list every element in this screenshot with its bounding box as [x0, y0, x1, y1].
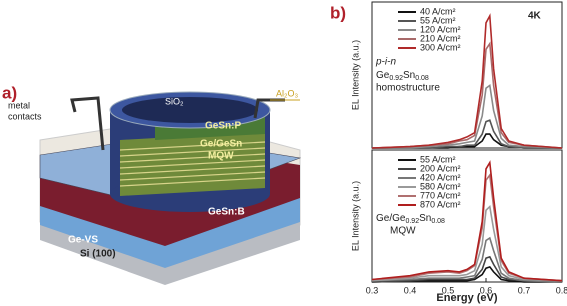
formula-part: Sn: [403, 70, 415, 81]
mqw-stripes: [119, 141, 266, 187]
x-tick-label: 0.5: [442, 285, 455, 295]
legend-label: 580 A/cm²: [420, 181, 461, 191]
x-tick-label: 0.6: [480, 285, 493, 295]
y-axis-label: EL Intensity (a.u.): [350, 181, 360, 251]
contacts-label: contacts: [8, 111, 42, 121]
spectrum-line: [371, 13, 563, 149]
spectrum-line: [371, 265, 562, 283]
oxide-label: SiO₂: [165, 96, 184, 106]
formula-part: Ge/Ge: [376, 213, 406, 224]
spectrum-line: [371, 173, 563, 282]
contact-wire: [70, 96, 105, 151]
plot-frame: [371, 149, 563, 283]
annotation: p-i-n: [375, 57, 396, 68]
layer-label: Si (100): [80, 249, 116, 260]
device-diagram: [39, 91, 302, 285]
formula: Ge0.92Sn0.08: [376, 70, 429, 82]
formula-subscript: 0.92: [405, 218, 419, 225]
legend-label: 55 A/cm²: [420, 154, 456, 164]
formula-subscript: 0.92: [389, 75, 403, 82]
formula-part: Ge: [376, 70, 390, 81]
spectrum-line: [371, 255, 563, 283]
x-axis-label: Energy (eV): [436, 292, 497, 304]
layer-label: Ge/GeSn: [200, 139, 242, 150]
x-tick-label: 0.4: [404, 285, 417, 295]
annotation: MQW: [390, 226, 416, 237]
spectrum-line: [372, 83, 563, 149]
legend-label: 210 A/cm²: [420, 33, 461, 43]
legend-label: 40 A/cm²: [420, 6, 456, 16]
layer-label: GeSn:P: [205, 121, 241, 132]
formula-part: Sn: [419, 213, 431, 224]
legend-label: 120 A/cm²: [420, 24, 461, 34]
oxide-top: [122, 97, 258, 123]
legend-label: 770 A/cm²: [420, 190, 461, 200]
legend-label: 200 A/cm²: [420, 163, 461, 173]
spectrum-line: [371, 41, 563, 149]
y-axis-label: EL Intensity (a.u.): [350, 40, 360, 110]
annotation: homostructure: [376, 83, 440, 94]
plot-frame: [371, 1, 563, 149]
annotation: 4K: [528, 11, 542, 22]
formula: Ge/Ge0.92Sn0.08: [376, 213, 445, 225]
spectrum-line: [371, 204, 563, 282]
layer-label: MQW: [208, 151, 234, 162]
panel-label: a): [2, 83, 17, 102]
legend-label: 300 A/cm²: [420, 42, 461, 52]
legend-label: 870 A/cm²: [420, 199, 461, 209]
legend-label: 420 A/cm²: [420, 172, 461, 182]
spectrum-line: [372, 119, 562, 149]
x-tick-label: 0.7: [518, 285, 531, 295]
x-tick-label: 0.3: [366, 285, 379, 295]
spectrum-line: [371, 160, 563, 282]
spectrum-line: [371, 236, 563, 283]
x-tick-label: 0.8: [556, 285, 567, 295]
formula-subscript: 0.08: [415, 75, 429, 82]
layer-label: GeSn:B: [208, 207, 245, 218]
panel-label: b): [330, 3, 346, 22]
formula-subscript: 0.08: [431, 218, 445, 225]
contacts-label: metal: [8, 100, 30, 110]
layer-label: Ge-VS: [68, 235, 98, 246]
passivation-label: Al₂O₃: [276, 88, 298, 98]
legend-label: 55 A/cm²: [420, 15, 456, 25]
